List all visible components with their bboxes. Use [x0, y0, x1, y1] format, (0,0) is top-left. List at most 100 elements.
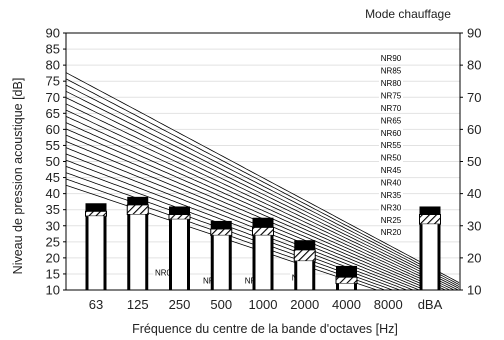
nr-label-bg	[379, 66, 403, 76]
nr-label-bg	[379, 165, 403, 175]
nr-label: NR80	[381, 79, 402, 88]
y-tick-label: 35	[46, 202, 60, 217]
bar-edge-left	[252, 235, 256, 290]
chart-title: Mode chauffage	[365, 7, 451, 21]
bar-upper	[85, 203, 107, 212]
nr-curve	[66, 122, 442, 290]
x-tick-label: 4000	[332, 297, 361, 312]
bar-lower	[211, 235, 231, 290]
nr-curve	[66, 97, 460, 290]
nr-label-bg	[379, 90, 403, 100]
bar-lower	[295, 261, 315, 290]
bar-upper	[336, 265, 357, 278]
bar-edge-right	[187, 219, 190, 290]
nr-label: NR50	[381, 154, 402, 163]
x-tick-label: 8000	[374, 297, 403, 312]
nr-label-bg	[379, 103, 403, 113]
y2-tick-label: 10	[467, 283, 481, 298]
y-axis-label: Niveau de pression acoustique [dB]	[11, 78, 25, 275]
nr-label: NR60	[381, 129, 402, 138]
bars	[85, 196, 441, 290]
bar-middle	[126, 204, 149, 216]
bar-middle	[335, 276, 358, 285]
nr-label-bg	[379, 78, 403, 88]
bar-middle	[168, 214, 191, 220]
y2-ticks: 10 20 30 40 50 60 70 80 90	[460, 26, 481, 298]
y2-tick-label: 50	[467, 154, 481, 169]
bar-lower	[253, 235, 273, 290]
nr-label-bg	[153, 268, 173, 278]
nr-label-bg	[379, 178, 403, 188]
x-axis-label: Fréquence du centre de la bande d'octave…	[132, 322, 398, 336]
bar-edge-left	[419, 224, 423, 290]
nr-label: NR25	[381, 216, 402, 225]
y-tick-label: 25	[46, 234, 60, 249]
bar-edge-right	[354, 283, 357, 290]
nr-label-bg	[379, 190, 403, 200]
y-tick-label: 30	[46, 218, 60, 233]
nr-label-bg	[379, 53, 403, 63]
nr-label: NR85	[381, 67, 402, 76]
bar-middle	[210, 228, 233, 236]
nr-label-bg	[379, 215, 403, 225]
x-tick-label: 2000	[290, 297, 319, 312]
bar-middle	[252, 226, 274, 236]
bar-upper	[252, 217, 274, 228]
x-tick-label: dBA	[418, 297, 443, 312]
nr-curve	[66, 128, 437, 290]
nr-label-bg	[379, 128, 403, 138]
nr-label: NR55	[381, 141, 402, 150]
nr-label-bg	[379, 202, 403, 212]
bar-lower	[128, 214, 148, 290]
y-tick-label: 65	[46, 106, 60, 121]
x-tick-label: 63	[89, 297, 103, 312]
bar-middle	[85, 210, 107, 217]
nr-label: NR70	[381, 104, 402, 113]
y2-tick-label: 40	[467, 186, 481, 201]
x-tick-label: 125	[127, 297, 149, 312]
y-tick-label: 40	[46, 186, 60, 201]
x-tick-label: 1000	[249, 297, 278, 312]
bar-edge-left	[169, 219, 172, 290]
nr-curve	[66, 90, 460, 289]
nr-curve	[66, 116, 447, 290]
bar-edge-left	[336, 283, 339, 290]
y2-tick-label: 70	[467, 90, 481, 105]
bar-lower	[420, 224, 440, 290]
nr-label: NR20	[381, 228, 402, 237]
y-tick-label: 70	[46, 90, 60, 105]
y-tick-label: 90	[46, 26, 60, 41]
x-tick-label: 250	[169, 297, 191, 312]
y-tick-label: 20	[46, 250, 60, 265]
nr-label-bg	[379, 140, 403, 150]
bar-edge-left	[210, 235, 214, 290]
y-tick-label: 10	[46, 283, 60, 298]
nr-label-bg	[379, 153, 403, 163]
y-tick-label: 50	[46, 154, 60, 169]
nr-label-bg	[379, 115, 403, 125]
bar-edge-left	[127, 214, 131, 290]
bar-middle	[419, 214, 441, 225]
y-tick-label: 80	[46, 58, 60, 73]
y-tick-label: 75	[46, 74, 60, 89]
nr-curve	[66, 84, 460, 287]
y-tick-label: 45	[46, 170, 60, 185]
bar-upper	[210, 220, 232, 229]
y2-tick-label: 30	[467, 218, 481, 233]
bar-edge-right	[437, 224, 441, 290]
nr-label: NR75	[381, 91, 402, 100]
y2-tick-label: 90	[467, 26, 481, 41]
bar-edge-right	[270, 235, 274, 290]
bar-upper	[169, 206, 190, 215]
y2-tick-label: 60	[467, 122, 481, 137]
bar-edge-right	[228, 235, 232, 290]
nr-label: NR0	[155, 269, 172, 278]
bar-upper	[419, 206, 441, 215]
y-tick-label: 55	[46, 138, 60, 153]
bar-edge-right	[145, 214, 149, 290]
bar-edge-right	[103, 216, 107, 290]
bar-upper	[127, 196, 149, 205]
bar-lower	[337, 283, 356, 290]
